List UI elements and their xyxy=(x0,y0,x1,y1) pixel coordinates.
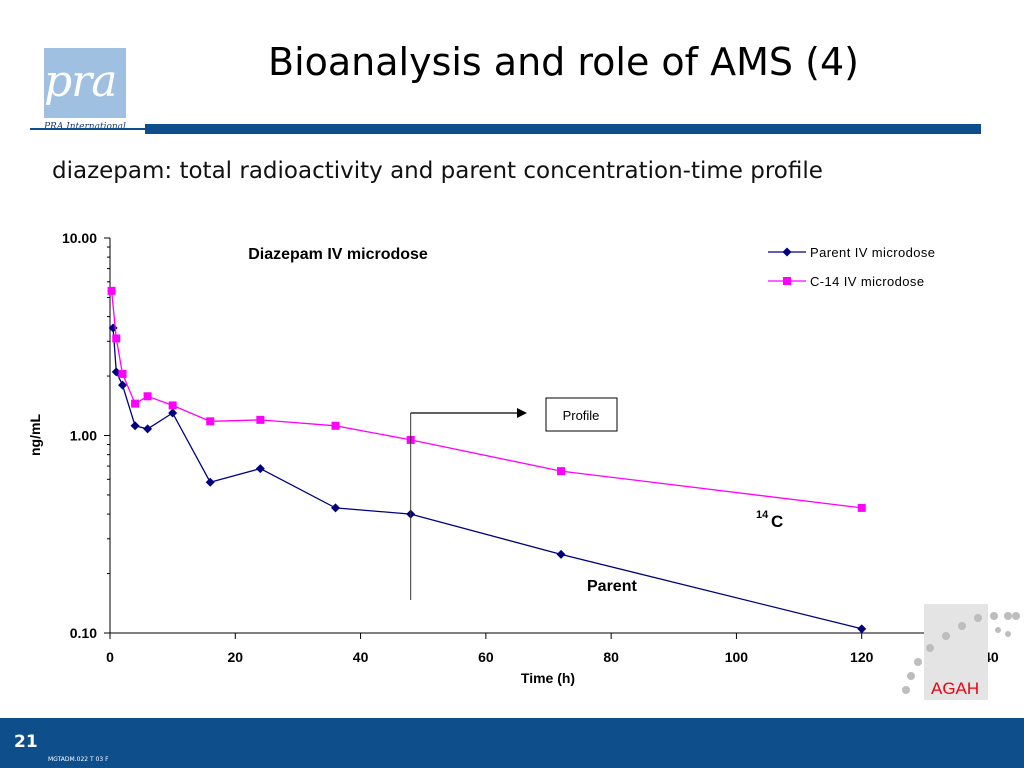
y-tick-label: 0.10 xyxy=(70,625,97,641)
data-point-c14 xyxy=(143,392,152,401)
x-tick-label: 80 xyxy=(603,649,619,665)
data-point-c14 xyxy=(107,286,116,295)
title-rule-thin xyxy=(30,128,145,130)
data-point-parent xyxy=(556,549,566,559)
data-point-c14 xyxy=(168,401,177,410)
pra-logo-box xyxy=(44,48,126,118)
data-point-parent xyxy=(255,464,265,474)
data-point-parent xyxy=(205,477,215,487)
data-point-parent xyxy=(168,408,178,418)
data-point-c14 xyxy=(557,467,566,476)
legend-label: Parent IV microdose xyxy=(810,245,935,260)
data-point-c14 xyxy=(206,417,215,426)
legend-marker xyxy=(782,247,792,257)
page-number: 21 xyxy=(14,732,38,752)
document-code: MGTADM.022 T 03 F xyxy=(48,756,109,763)
x-tick-label: 100 xyxy=(725,649,749,665)
data-point-c14 xyxy=(857,503,866,512)
series-line-c14 xyxy=(110,290,862,509)
data-point-parent xyxy=(130,421,140,431)
profile-label: Profile xyxy=(563,408,600,423)
legend-marker xyxy=(783,277,791,285)
pra-logo-mark: pra xyxy=(44,56,117,107)
footer-bar: 21 MGTADM.022 T 03 F xyxy=(0,718,1024,768)
data-point-c14 xyxy=(118,369,127,378)
parent-label: Parent xyxy=(587,578,637,595)
data-point-c14 xyxy=(131,399,140,408)
pra-logo: pra PRA International xyxy=(30,48,142,138)
profile-label-box xyxy=(545,397,618,432)
y-tick-label: 1.00 xyxy=(70,428,97,444)
x-tick-label: 20 xyxy=(227,649,243,665)
slide-subtitle: diazepam: total radioactivity and parent… xyxy=(52,158,823,184)
data-point-parent xyxy=(143,424,153,434)
title-rule xyxy=(145,124,981,134)
data-point-parent xyxy=(111,367,121,377)
agah-logo-dots xyxy=(902,612,1020,694)
data-point-parent xyxy=(857,624,867,634)
x-tick-label: 60 xyxy=(478,649,494,665)
x-tick-label: 40 xyxy=(353,649,369,665)
slide-title: Bioanalysis and role of AMS (4) xyxy=(268,40,859,84)
x-axis-title: Time (h) xyxy=(521,670,575,686)
data-point-c14 xyxy=(112,334,121,343)
c14-label: C xyxy=(771,512,783,531)
c14-label-superscript: 14 xyxy=(756,509,769,521)
agah-logo: AGAH xyxy=(902,604,1020,700)
y-axis-title: ng/mL xyxy=(27,414,43,456)
y-tick-label: 10.00 xyxy=(62,230,97,246)
agah-logo-text: AGAH xyxy=(931,679,979,698)
chart-title: Diazepam IV microdose xyxy=(248,246,428,263)
pra-logo-company: PRA International xyxy=(44,122,126,132)
profile-arrow-head xyxy=(517,408,527,418)
x-tick-label: 0 xyxy=(106,649,114,665)
series-line-parent xyxy=(112,327,862,630)
legend-label: C-14 IV microdose xyxy=(810,274,924,289)
data-point-c14 xyxy=(256,415,265,424)
data-point-parent xyxy=(331,503,341,513)
data-point-parent xyxy=(118,380,128,390)
x-tick-label: 120 xyxy=(850,649,874,665)
data-point-c14 xyxy=(331,421,340,430)
